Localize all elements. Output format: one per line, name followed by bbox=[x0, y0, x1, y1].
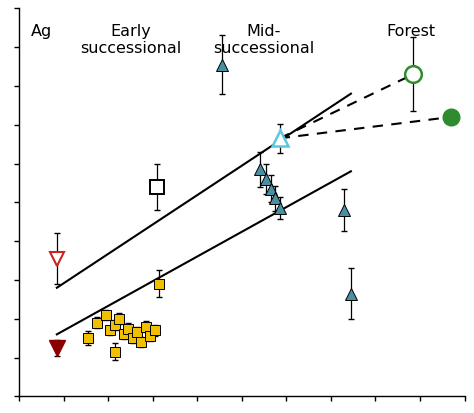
Text: Early
successional: Early successional bbox=[80, 24, 181, 56]
Text: Ag: Ag bbox=[31, 24, 52, 39]
Text: Forest: Forest bbox=[386, 24, 436, 39]
Text: Mid-
successional: Mid- successional bbox=[213, 24, 315, 56]
